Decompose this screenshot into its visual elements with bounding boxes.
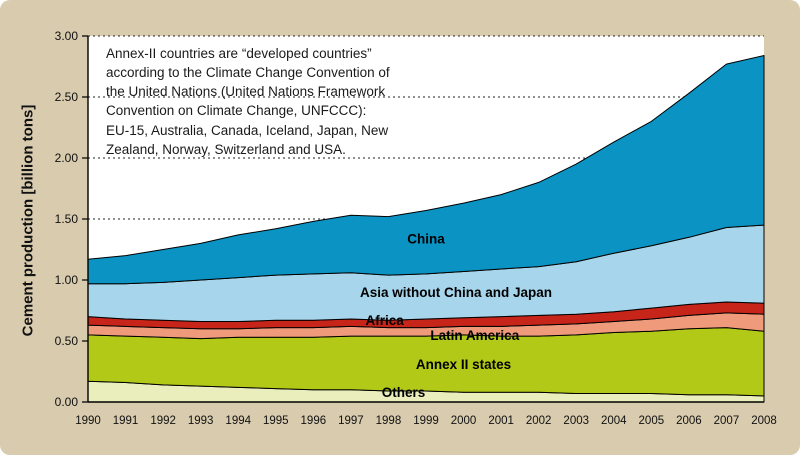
x-tick-label: 1997	[338, 415, 364, 427]
x-tick-label: 2005	[639, 415, 665, 427]
x-tick-label: 1992	[150, 415, 176, 427]
x-tick-label: 1998	[376, 415, 402, 427]
x-tick-label: 1999	[413, 415, 439, 427]
x-tick-label: 1994	[225, 415, 251, 427]
series-label-africa: Africa	[366, 313, 405, 328]
x-tick-label: 2007	[714, 415, 740, 427]
x-tick-label: 2008	[751, 415, 777, 427]
y-tick-label: 2.00	[55, 151, 79, 165]
series-label-annex-ii-states: Annex II states	[416, 357, 511, 372]
x-tick-label: 2003	[563, 415, 589, 427]
x-tick-label: 1995	[263, 415, 289, 427]
x-tick-label: 2006	[676, 415, 702, 427]
y-tick-label: 3.00	[55, 29, 79, 43]
y-tick-label: 0.50	[55, 334, 79, 348]
series-label-others: Others	[382, 385, 426, 400]
series-label-asia-without-china-and-japan: Asia without China and Japan	[360, 285, 552, 300]
y-tick-label: 1.50	[55, 212, 79, 226]
series-label-china: China	[407, 231, 445, 246]
series-label-latin-america: Latin America	[430, 328, 519, 343]
x-tick-label: 2002	[526, 415, 552, 427]
x-tick-label: 2000	[451, 415, 477, 427]
x-tick-label: 1996	[301, 415, 327, 427]
x-tick-label: 2001	[488, 415, 514, 427]
x-tick-label: 1993	[188, 415, 214, 427]
annotation-text: Annex-II countries are “developed countr…	[106, 46, 390, 157]
x-tick-label: 1991	[113, 415, 139, 427]
x-tick-label: 2004	[601, 415, 627, 427]
y-tick-label: 0.00	[55, 395, 79, 409]
x-tick-label: 1990	[75, 415, 101, 427]
y-tick-label: 2.50	[55, 90, 79, 104]
area-china	[87, 55, 765, 285]
y-tick-label: 1.00	[55, 273, 79, 287]
